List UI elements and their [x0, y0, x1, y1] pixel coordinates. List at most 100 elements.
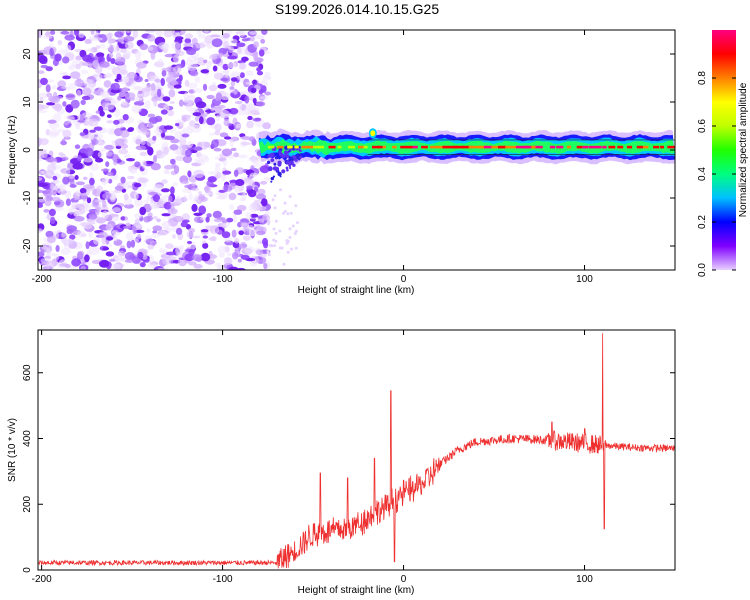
signal-core-segment	[363, 145, 368, 149]
noise-blob	[198, 194, 206, 201]
noise-blob	[65, 198, 71, 206]
noise-blob	[173, 149, 184, 155]
noise-blob	[74, 30, 80, 36]
noise-blob	[186, 231, 194, 238]
noise-blob	[70, 201, 80, 209]
noise-blob	[181, 114, 192, 119]
signal-tail-blob	[296, 153, 301, 158]
noise-blob	[104, 144, 115, 150]
noise-blob	[88, 133, 95, 141]
noise-blob	[148, 191, 159, 196]
signal-core-segment	[549, 145, 556, 149]
noise-blob	[52, 189, 57, 196]
signal-tail-blob	[288, 150, 291, 153]
noise-blob	[255, 249, 264, 256]
signal-core-segment	[588, 145, 596, 149]
noise-blob	[258, 49, 265, 57]
noise-blob	[208, 171, 219, 175]
noise-blob	[38, 228, 43, 233]
noise-blob	[62, 101, 67, 107]
signal-tail-blob	[269, 153, 273, 157]
colorbar-tick-label: 0.6	[697, 119, 708, 133]
noise-blob	[97, 151, 104, 158]
noise-blob	[38, 177, 43, 181]
noise-blob	[55, 245, 60, 252]
noise-blob	[278, 229, 282, 233]
noise-blob	[217, 217, 226, 220]
noise-blob	[146, 228, 151, 233]
noise-blob	[274, 219, 278, 223]
signal-core-segment	[660, 145, 664, 149]
noise-blob	[231, 229, 237, 238]
noise-blob	[149, 240, 158, 246]
noise-blob	[172, 215, 184, 223]
noise-blob	[74, 79, 85, 87]
noise-blob	[206, 94, 215, 100]
noise-blob	[93, 126, 103, 131]
noise-blob	[159, 248, 165, 253]
noise-blob	[46, 92, 53, 98]
noise-blob	[75, 190, 81, 197]
signal-tail-blob	[286, 168, 289, 172]
noise-blob	[250, 213, 259, 218]
signal-core-segment	[667, 145, 675, 149]
noise-blob	[141, 160, 147, 169]
noise-blob	[81, 192, 88, 202]
noise-blob	[111, 82, 120, 91]
noise-blob	[69, 234, 76, 240]
noise-blob	[209, 54, 218, 60]
noise-blob	[93, 237, 101, 245]
noise-blob	[57, 128, 65, 133]
noise-blob	[236, 46, 242, 55]
noise-blob	[58, 152, 64, 157]
noise-blob	[74, 175, 79, 180]
y-tick-label: 200	[22, 495, 33, 512]
noise-blob	[161, 188, 170, 193]
signal-core-segment	[267, 145, 275, 149]
signal-tail-blob	[277, 171, 282, 177]
noise-blob	[81, 69, 89, 75]
noise-blob	[227, 252, 232, 257]
noise-blob	[92, 120, 99, 128]
snr-y-label: SNR (10 * v/v)	[7, 418, 18, 482]
x-tick-label: 0	[401, 574, 407, 585]
noise-blob	[97, 34, 108, 43]
noise-blob	[59, 72, 68, 76]
noise-blob	[258, 218, 264, 224]
noise-blob	[209, 225, 214, 234]
noise-blob	[186, 141, 194, 148]
noise-blob	[114, 108, 121, 117]
noise-blob	[247, 115, 253, 121]
noise-blob	[192, 254, 203, 262]
noise-blob	[124, 153, 131, 159]
noise-blob	[80, 99, 86, 105]
noise-blob	[256, 230, 266, 236]
noise-blob	[282, 262, 286, 266]
noise-blob	[227, 61, 237, 69]
noise-blob	[186, 82, 198, 89]
signal-tail-blob	[267, 160, 271, 164]
noise-blob	[78, 203, 88, 210]
noise-blob	[232, 251, 239, 260]
noise-blob	[84, 39, 92, 44]
noise-blob	[208, 84, 218, 92]
noise-blob	[262, 237, 268, 246]
noise-blob	[288, 195, 292, 198]
signal-core-segment	[400, 145, 407, 149]
noise-blob	[280, 246, 284, 250]
noise-blob	[161, 70, 167, 77]
noise-blob	[200, 252, 211, 262]
noise-blob	[234, 237, 240, 244]
noise-blob	[65, 104, 74, 113]
noise-blob	[106, 45, 118, 52]
noise-blob	[205, 216, 210, 223]
noise-blob	[174, 165, 180, 174]
signal-core-segment	[576, 145, 583, 149]
noise-blob	[214, 123, 222, 132]
noise-blob	[138, 90, 143, 95]
noise-blob	[194, 216, 203, 223]
snr-ticks: -200 -100 0 100 0 200 400 600	[22, 330, 675, 585]
noise-blob	[79, 114, 85, 124]
noise-blob	[96, 185, 103, 192]
noise-blob	[114, 138, 125, 147]
